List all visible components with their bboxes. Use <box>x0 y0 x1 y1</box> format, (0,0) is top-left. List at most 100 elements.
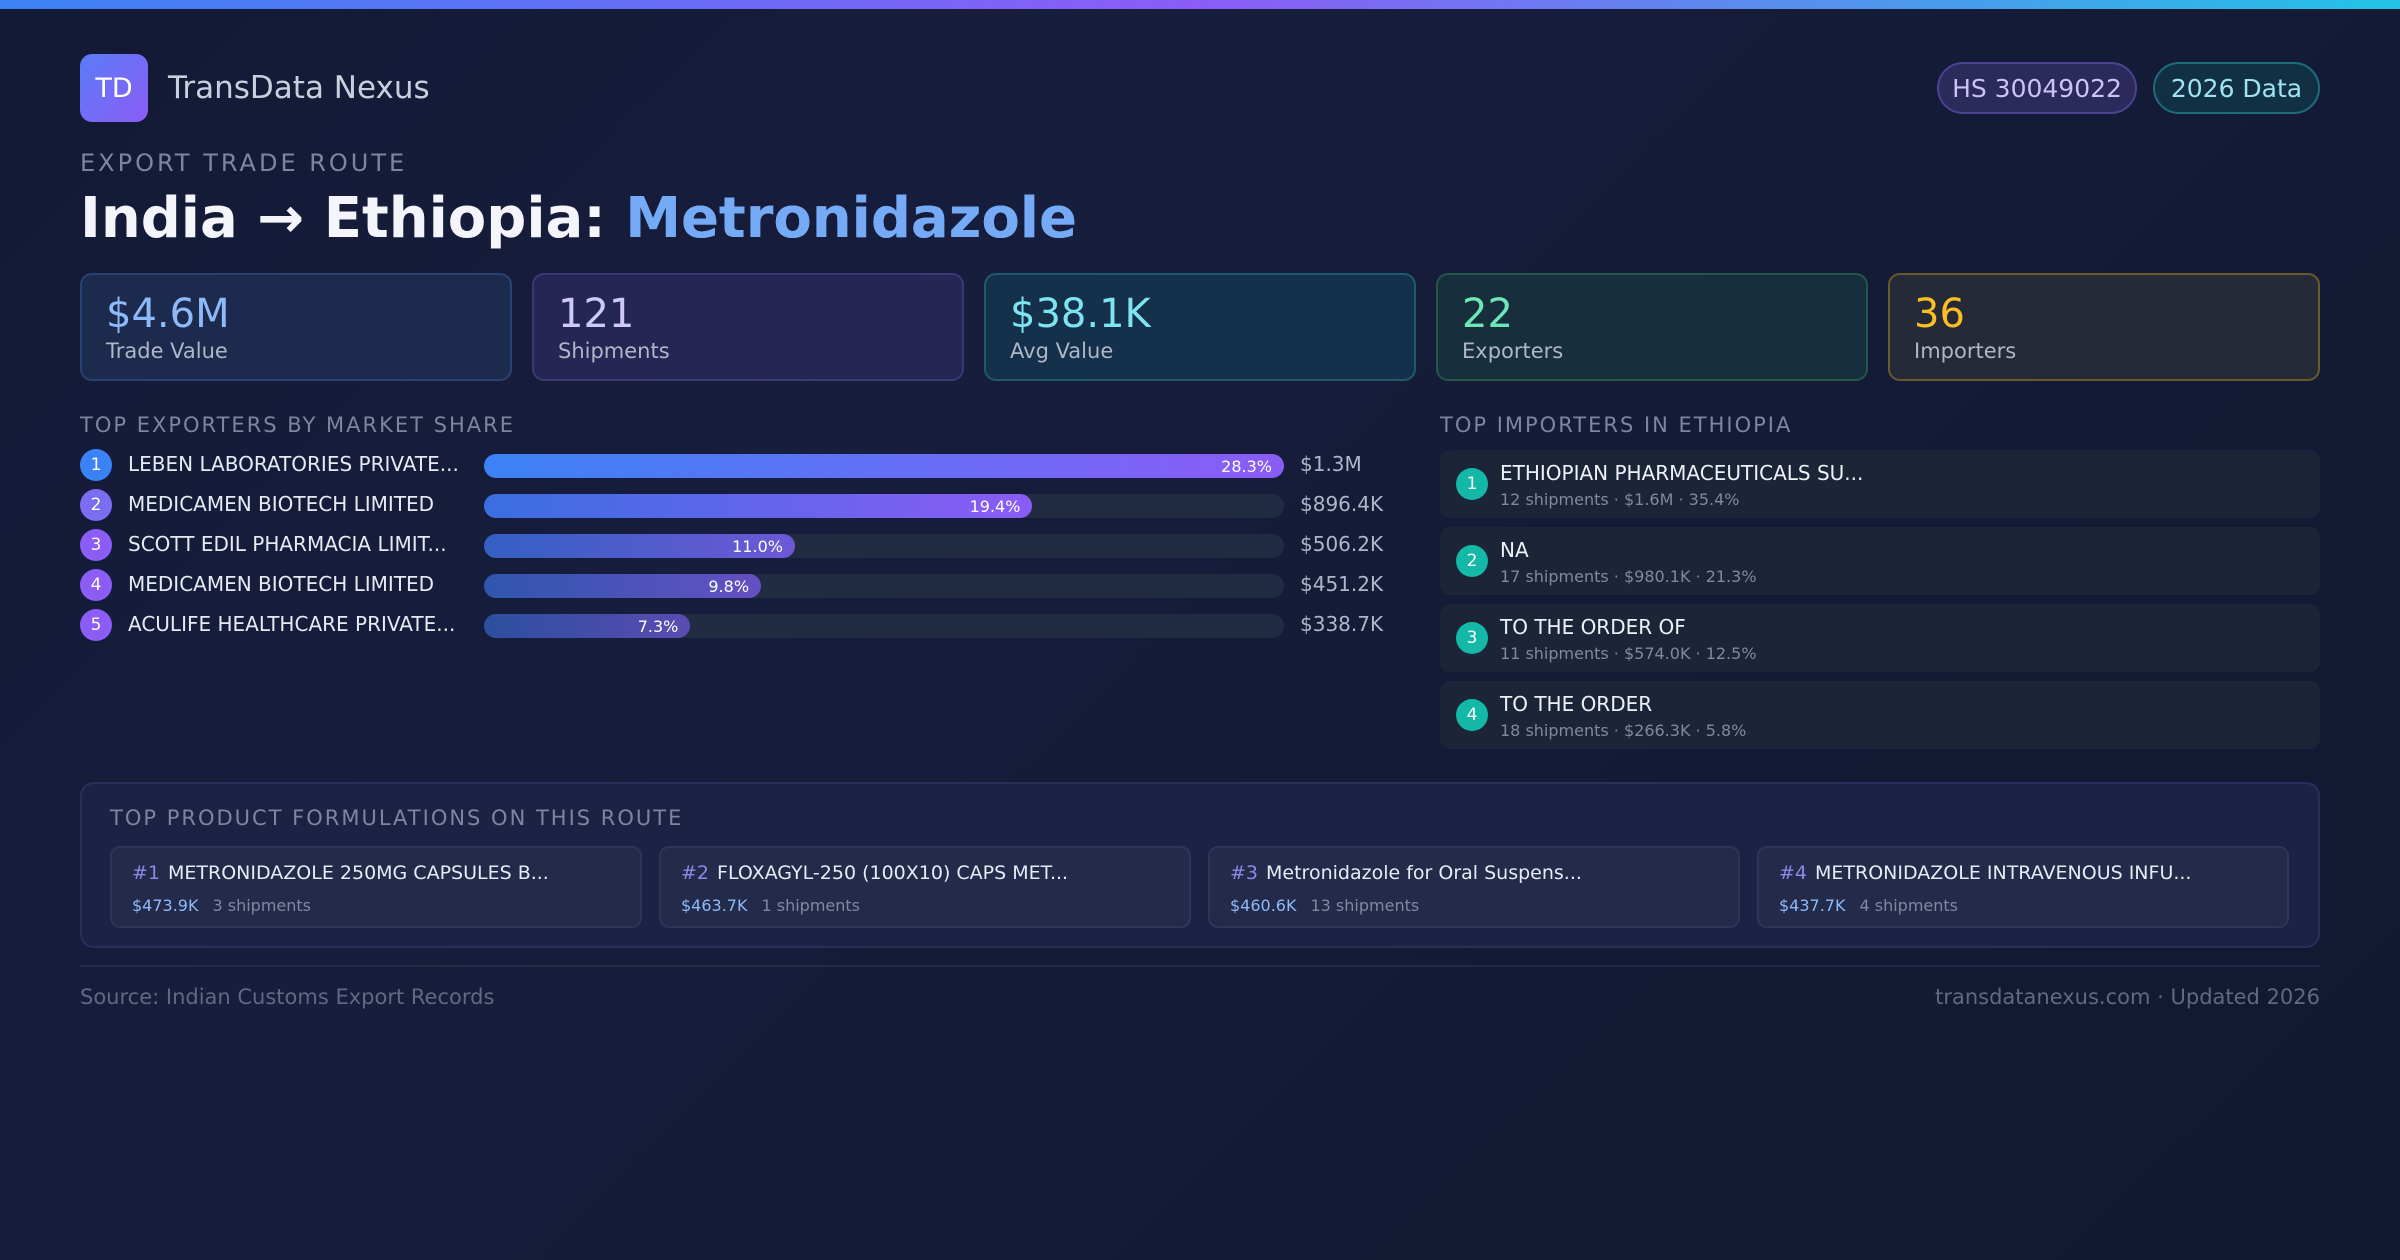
formulation-name: Metronidazole for Oral Suspens... <box>1266 862 1582 884</box>
top-accent-bar <box>0 0 2400 9</box>
page-title: India → Ethiopia: Metronidazole <box>80 186 1077 251</box>
logo-text: TD <box>95 72 133 104</box>
formulation-title: #1 METRONIDAZOLE 250MG CAPSULES B... <box>132 862 549 884</box>
share-bar-track: 28.3% <box>484 454 1284 478</box>
rank-badge: 4 <box>1456 699 1488 731</box>
stat-card-avg-value: $38.1K Avg Value <box>984 273 1416 381</box>
exporters-heading: TOP EXPORTERS BY MARKET SHARE <box>80 413 516 437</box>
stat-label: Importers <box>1914 339 2017 363</box>
importer-card[interactable]: 2 NA 17 shipments · $980.1K · 21.3% <box>1440 527 2320 595</box>
footer-divider <box>80 965 2320 967</box>
rank-badge: 5 <box>80 609 112 641</box>
exporter-name: MEDICAMEN BIOTECH LIMITED <box>128 492 435 516</box>
importer-name: NA <box>1500 538 1529 562</box>
formulation-card[interactable]: #2 FLOXAGYL-250 (100X10) CAPS MET... $463… <box>659 846 1191 928</box>
formulations-panel: TOP PRODUCT FORMULATIONS ON THIS ROUTE #… <box>80 782 2320 948</box>
share-bar-fill: 28.3% <box>484 454 1284 478</box>
share-label: 7.3% <box>637 617 679 636</box>
rank-badge: 2 <box>1456 545 1488 577</box>
exporter-name: LEBEN LABORATORIES PRIVATE... <box>128 452 459 476</box>
exporter-value: $451.2K <box>1300 572 1384 596</box>
stat-card-importers: 36 Importers <box>1888 273 2320 381</box>
formulation-title: #3 Metronidazole for Oral Suspens... <box>1230 862 1582 884</box>
footer-source: Source: Indian Customs Export Records <box>80 985 495 1009</box>
share-label: 19.4% <box>969 497 1021 516</box>
formulation-value: $463.7K <box>681 896 748 915</box>
formulation-shipments: 4 shipments <box>1859 896 1959 915</box>
formulation-value: $460.6K <box>1230 896 1297 915</box>
formulation-value: $473.9K <box>132 896 199 915</box>
exporter-name: SCOTT EDIL PHARMACIA LIMIT... <box>128 532 447 556</box>
formulation-card[interactable]: #3 Metronidazole for Oral Suspens... $460… <box>1208 846 1740 928</box>
stat-label: Trade Value <box>106 339 228 363</box>
formulation-card[interactable]: #4 METRONIDAZOLE INTRAVENOUS INFU... $437… <box>1757 846 2289 928</box>
exporter-row[interactable]: 1 LEBEN LABORATORIES PRIVATE... 28.3% $1… <box>80 448 1380 482</box>
share-bar-fill: 19.4% <box>484 494 1033 518</box>
page-title-route: India → Ethiopia: <box>80 186 626 251</box>
stat-value: $38.1K <box>1010 291 1151 337</box>
share-label: 11.0% <box>732 537 783 556</box>
formulation-shipments: 1 shipments <box>761 896 861 915</box>
formulation-name: METRONIDAZOLE 250MG CAPSULES B... <box>168 862 549 884</box>
rank-badge: 4 <box>80 569 112 601</box>
share-bar-track: 11.0% <box>484 534 1284 558</box>
stat-value: 36 <box>1914 291 1965 337</box>
formulation-rank: #3 <box>1230 862 1259 884</box>
exporter-name: ACULIFE HEALTHCARE PRIVATE... <box>128 612 456 636</box>
importer-meta: 18 shipments · $266.3K · 5.8% <box>1500 721 1747 740</box>
stat-value: 121 <box>558 291 635 337</box>
share-label: 28.3% <box>1221 457 1272 476</box>
brand-name[interactable]: TransData Nexus <box>168 70 430 106</box>
exporter-row[interactable]: 3 SCOTT EDIL PHARMACIA LIMIT... 11.0% $5… <box>80 528 1384 562</box>
hs-code-badge: HS 30049022 <box>1937 62 2137 114</box>
rank-badge: 1 <box>1456 468 1488 500</box>
route-eyebrow: EXPORT TRADE ROUTE <box>80 149 408 177</box>
rank-badge: 3 <box>80 529 112 561</box>
formulation-name: METRONIDAZOLE INTRAVENOUS INFU... <box>1815 862 2192 884</box>
importer-card[interactable]: 4 TO THE ORDER 18 shipments · $266.3K · … <box>1440 681 2320 749</box>
formulation-rank: #2 <box>681 862 710 884</box>
brand-logo[interactable]: TD <box>80 54 148 122</box>
importer-card[interactable]: 1 ETHIOPIAN PHARMACEUTICALS SU... 12 shi… <box>1440 450 2320 518</box>
share-bar-fill: 11.0% <box>484 534 795 558</box>
stat-label: Exporters <box>1462 339 1564 363</box>
importer-name: TO THE ORDER OF <box>1500 615 1686 639</box>
exporter-value: $896.4K <box>1300 492 1384 516</box>
share-bar-track: 19.4% <box>484 494 1284 518</box>
exporter-value: $1.3M <box>1300 452 1362 476</box>
formulation-meta: $437.7K 4 shipments <box>1779 896 1958 915</box>
share-label: 9.8% <box>708 577 750 596</box>
share-bar-track: 9.8% <box>484 574 1284 598</box>
formulation-rank: #1 <box>132 862 161 884</box>
formulation-shipments: 3 shipments <box>212 896 312 915</box>
formulation-value: $437.7K <box>1779 896 1846 915</box>
stat-value: 22 <box>1462 291 1513 337</box>
importer-name: ETHIOPIAN PHARMACEUTICALS SU... <box>1500 461 1864 485</box>
stat-card-trade-value: $4.6M Trade Value <box>80 273 512 381</box>
formulation-title: #4 METRONIDAZOLE INTRAVENOUS INFU... <box>1779 862 2191 884</box>
importers-heading: TOP IMPORTERS IN ETHIOPIA <box>1440 413 1793 437</box>
importer-card[interactable]: 3 TO THE ORDER OF 11 shipments · $574.0K… <box>1440 604 2320 672</box>
rank-badge: 1 <box>80 449 112 481</box>
formulation-card[interactable]: #1 METRONIDAZOLE 250MG CAPSULES B... $473… <box>110 846 642 928</box>
share-bar-track: 7.3% <box>484 614 1284 638</box>
exporter-row[interactable]: 5 ACULIFE HEALTHCARE PRIVATE... 7.3% $33… <box>80 608 1384 642</box>
formulations-heading: TOP PRODUCT FORMULATIONS ON THIS ROUTE <box>110 806 684 830</box>
exporter-value: $506.2K <box>1300 532 1384 556</box>
formulation-meta: $463.7K 1 shipments <box>681 896 860 915</box>
page-title-product: Metronidazole <box>625 186 1077 251</box>
formulation-title: #2 FLOXAGYL-250 (100X10) CAPS MET... <box>681 862 1068 884</box>
share-bar-fill: 9.8% <box>484 574 762 598</box>
footer-site[interactable]: transdatanexus.com · Updated 2026 <box>1935 985 2320 1009</box>
formulation-shipments: 13 shipments <box>1310 896 1420 915</box>
importer-meta: 17 shipments · $980.1K · 21.3% <box>1500 567 1757 586</box>
exporter-row[interactable]: 2 MEDICAMEN BIOTECH LIMITED 19.4% $896.4… <box>80 488 1384 522</box>
formulation-rank: #4 <box>1779 862 1808 884</box>
importer-meta: 12 shipments · $1.6M · 35.4% <box>1500 490 1740 509</box>
stat-label: Shipments <box>558 339 670 363</box>
importer-meta: 11 shipments · $574.0K · 12.5% <box>1500 644 1757 663</box>
exporter-row[interactable]: 4 MEDICAMEN BIOTECH LIMITED 9.8% $451.2K <box>80 568 1384 602</box>
formulation-meta: $460.6K 13 shipments <box>1230 896 1419 915</box>
exporter-name: MEDICAMEN BIOTECH LIMITED <box>128 572 435 596</box>
exporter-value: $338.7K <box>1300 612 1384 636</box>
